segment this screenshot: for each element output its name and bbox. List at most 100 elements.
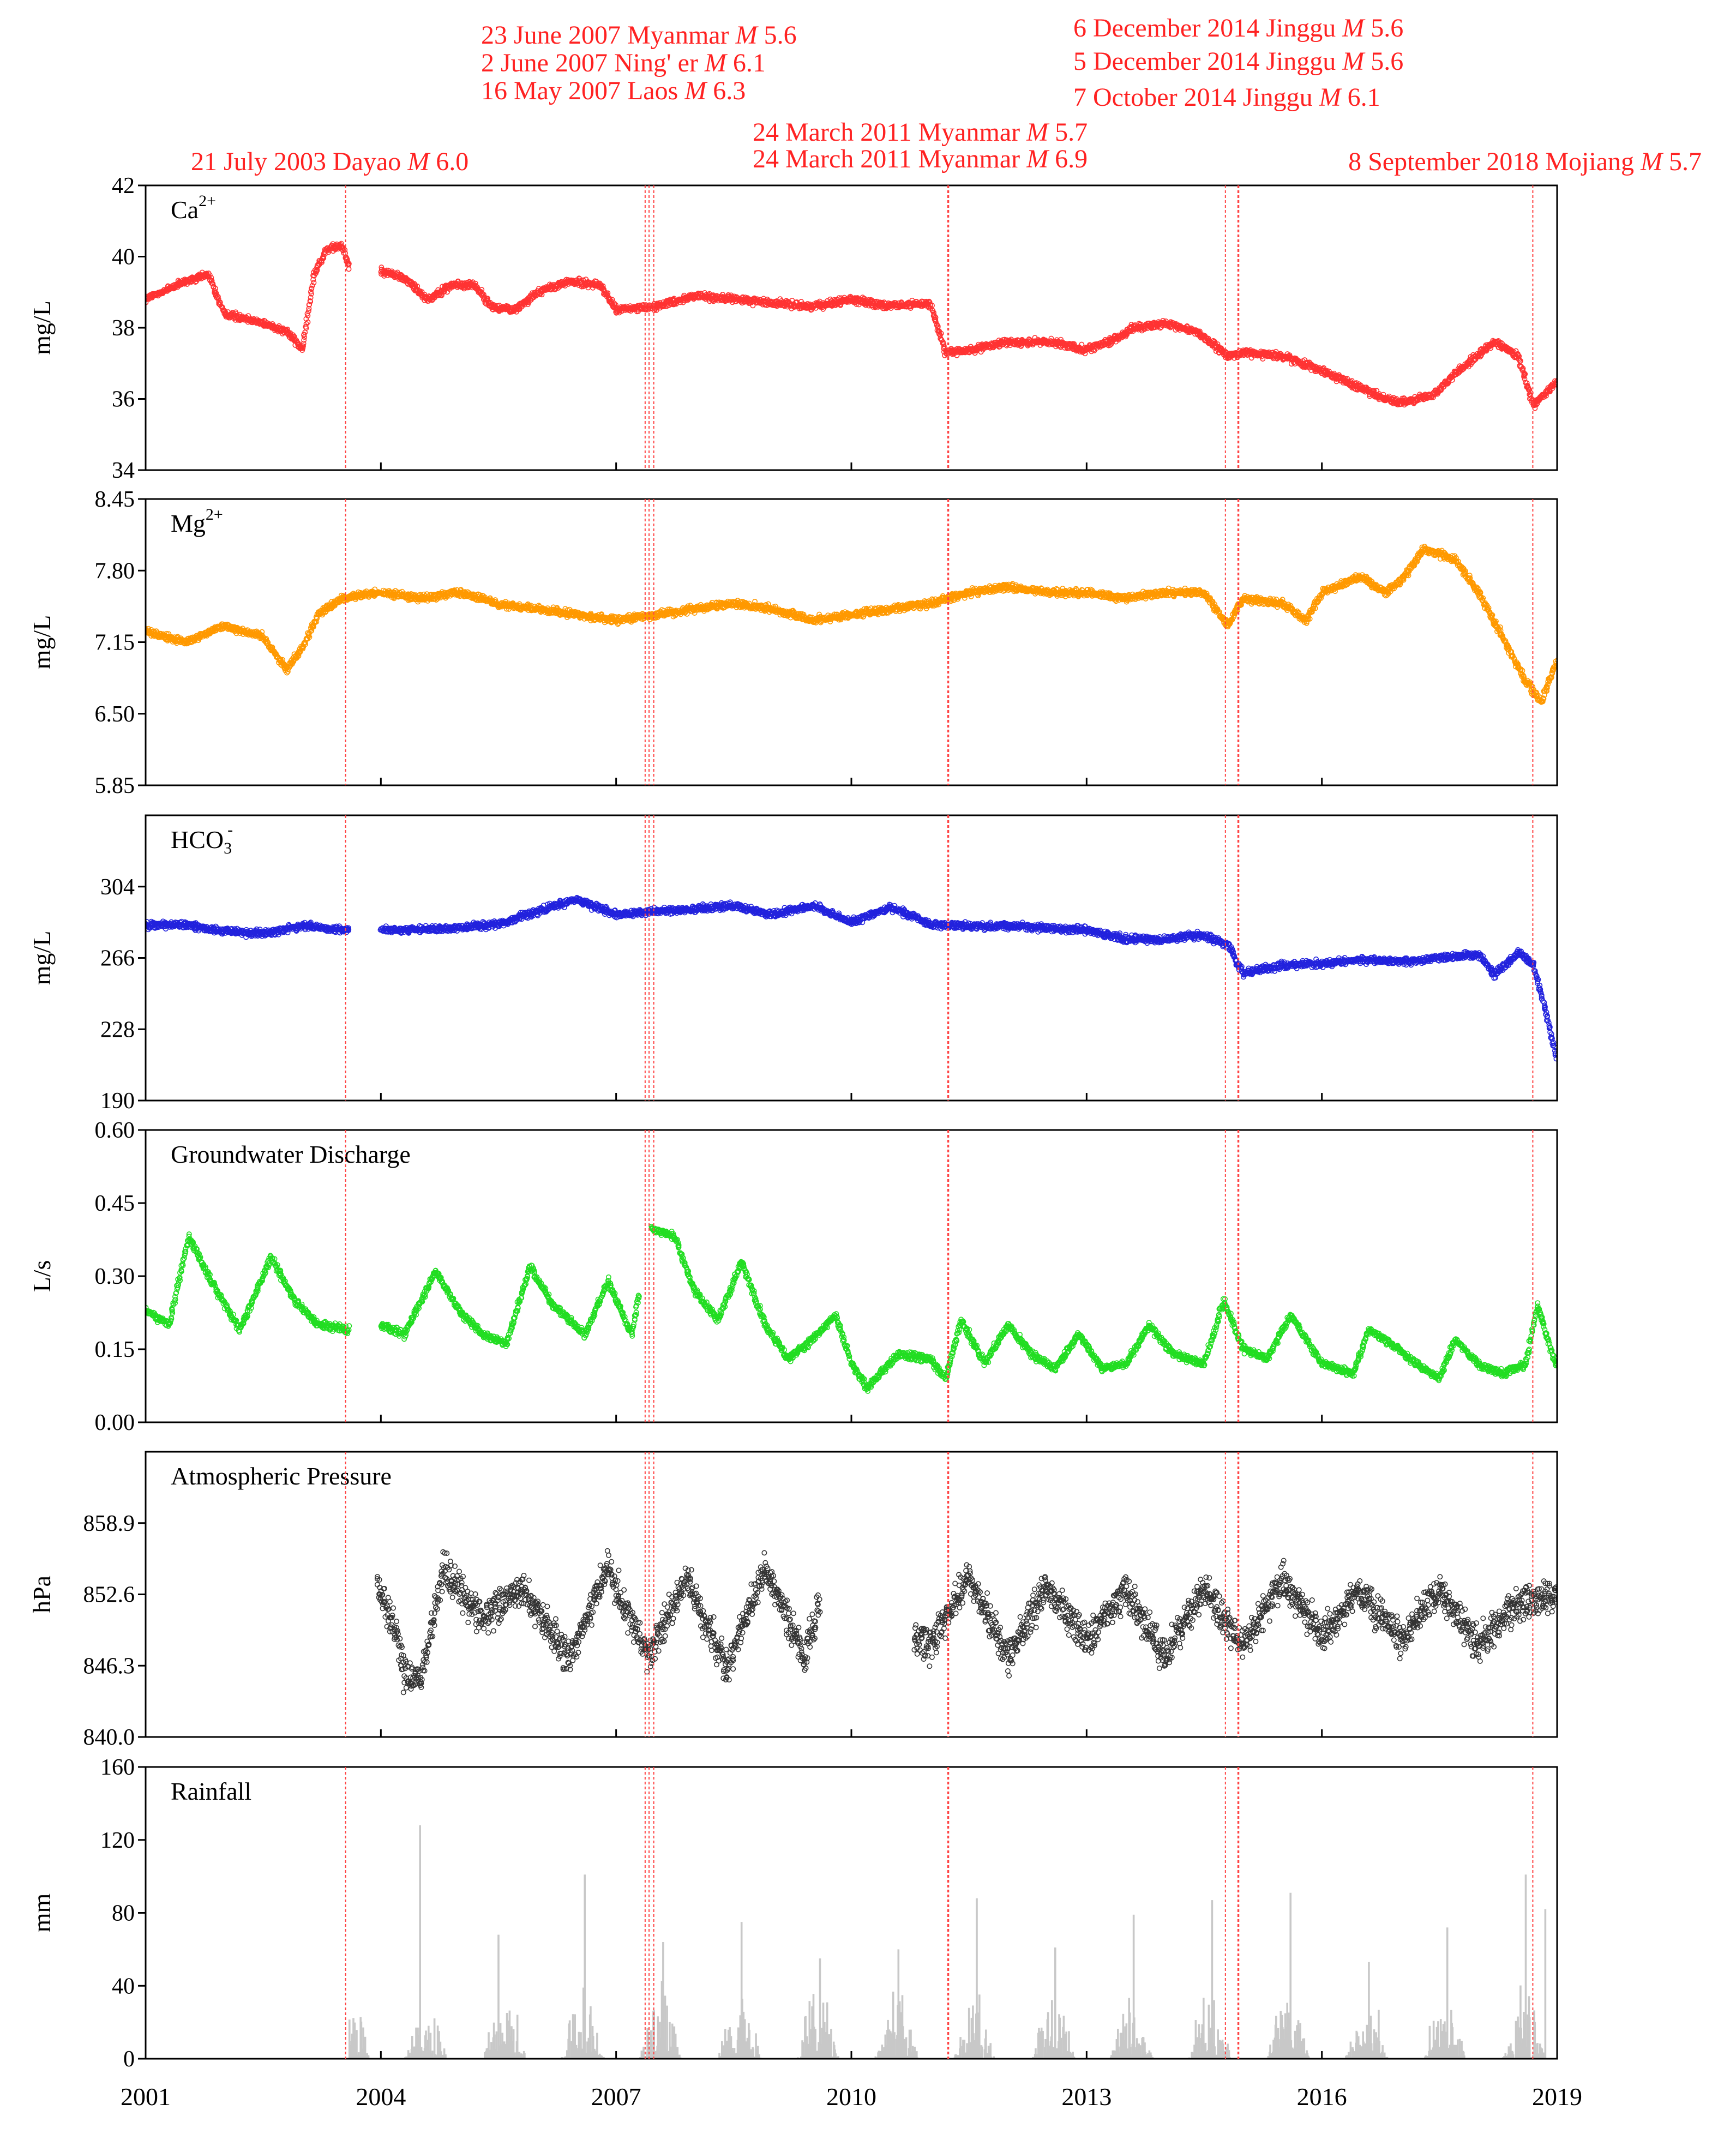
data-point	[1344, 376, 1350, 382]
data-point	[470, 279, 476, 285]
earthquake-label: 6 December 2014 Jinggu M 5.6	[1073, 14, 1403, 43]
data-point	[600, 283, 606, 289]
earthquake-label-magnitude-value: 6.9	[1048, 145, 1088, 173]
data-point	[479, 290, 485, 296]
y-tick-label: 34	[112, 458, 135, 483]
earthquake-label: 24 March 2011 Myanmar M 6.9	[753, 145, 1088, 173]
panel-title-text: Ca	[171, 196, 199, 224]
data-point	[1079, 341, 1085, 347]
data-point	[926, 298, 932, 304]
panel-marks-mg	[146, 543, 1557, 705]
earthquake-label-text: 24 March 2011 Myanmar	[753, 145, 1026, 173]
data-point	[1554, 377, 1557, 383]
earthquake-label-magnitude-value: 6.3	[706, 76, 746, 105]
earthquake-label-text: 21 July 2003 Dayao	[191, 147, 407, 176]
data-point	[605, 290, 611, 296]
data-point	[941, 343, 947, 349]
data-point	[308, 294, 314, 300]
data-point	[1478, 352, 1484, 358]
data-point	[1528, 393, 1534, 399]
earthquake-label-magnitude-value: 6.1	[726, 49, 766, 77]
y-tick-label: 40	[112, 245, 135, 270]
data-point	[308, 288, 314, 294]
data-point	[1552, 378, 1557, 384]
data-point	[303, 324, 309, 330]
earthquake-label: 23 June 2007 Myanmar M 5.6	[481, 21, 797, 50]
data-point	[539, 292, 545, 298]
earthquake-label-text: 5 December 2014 Jinggu	[1073, 47, 1342, 76]
earthquake-label-magnitude-symbol: M	[1640, 147, 1664, 176]
data-point	[264, 639, 270, 645]
data-point	[938, 330, 944, 336]
panel-frame	[145, 184, 1558, 471]
earthquake-label-magnitude-value: 6.1	[1341, 83, 1380, 112]
data-point	[305, 308, 311, 314]
data-point	[433, 597, 439, 603]
earthquake-label-magnitude-symbol: M	[1342, 14, 1366, 43]
chart-panels: 3436384042mg/LCa2+5.856.507.157.808.45mg…	[28, 173, 1558, 2072]
earthquake-label-magnitude-value: 5.6	[758, 21, 797, 50]
panel-marks-ca	[146, 241, 1557, 411]
data-point	[684, 611, 690, 617]
earthquake-annotations: 21 July 2003 Dayao M 6.016 May 2007 Laos…	[191, 14, 1702, 176]
earthquake-label-text: 2 June 2007 Ning' er	[481, 49, 705, 77]
data-point	[303, 321, 309, 327]
earthquake-label-text: 6 December 2014 Jinggu	[1073, 14, 1342, 43]
earthquake-label: 2 June 2007 Ning' er M 6.1	[481, 49, 766, 77]
data-point	[307, 634, 313, 640]
data-point	[1260, 356, 1266, 362]
data-point	[545, 286, 551, 292]
data-point	[301, 340, 307, 346]
data-point	[346, 261, 352, 267]
earthquake-label: 8 September 2018 Mojiang M 5.7	[1348, 147, 1702, 176]
data-point	[306, 302, 312, 308]
data-point	[304, 311, 310, 317]
data-point	[1553, 380, 1557, 386]
data-point	[1215, 341, 1221, 347]
earthquake-label: 21 July 2003 Dayao M 6.0	[191, 147, 468, 176]
earthquake-label-magnitude-value: 5.6	[1364, 14, 1403, 43]
data-point	[217, 299, 223, 305]
data-point	[758, 297, 764, 303]
data-point	[342, 247, 348, 253]
data-point	[311, 280, 317, 286]
earthquake-label: 7 October 2014 Jinggu M 6.1	[1073, 83, 1380, 112]
data-point	[308, 291, 314, 297]
y-tick-label: 42	[112, 173, 135, 199]
earthquake-label-magnitude-value: 6.0	[429, 147, 468, 176]
data-point	[1518, 364, 1524, 370]
data-point	[938, 335, 944, 341]
data-point	[215, 294, 221, 300]
data-point	[308, 298, 314, 304]
data-point	[301, 337, 307, 343]
data-point	[472, 592, 478, 598]
panel-title-superscript: 2+	[199, 192, 216, 210]
data-point	[305, 319, 311, 325]
data-point	[284, 670, 290, 676]
data-point	[346, 266, 352, 272]
earthquake-label-text: 23 June 2007 Myanmar	[481, 21, 736, 50]
data-point	[1449, 377, 1455, 383]
earthquake-label-magnitude-symbol: M	[684, 76, 708, 105]
earthquake-label-magnitude-symbol: M	[704, 49, 728, 77]
data-point	[613, 302, 619, 308]
data-point	[929, 307, 935, 313]
earthquake-label-magnitude-symbol: M	[1342, 47, 1366, 76]
data-point	[1107, 342, 1113, 348]
data-point	[306, 305, 312, 311]
data-point	[259, 629, 265, 635]
data-point	[1371, 388, 1377, 394]
earthquake-label-magnitude-value: 5.7	[1662, 147, 1702, 176]
data-point	[933, 318, 939, 324]
earthquake-label-text: 24 March 2011 Myanmar	[753, 118, 1026, 147]
earthquake-label-magnitude-symbol: M	[1026, 145, 1050, 173]
earthquake-label-magnitude-value: 5.7	[1048, 118, 1088, 147]
data-point	[314, 615, 320, 621]
data-point	[1304, 359, 1310, 365]
data-point	[1473, 356, 1479, 362]
data-point	[1522, 376, 1528, 382]
data-point	[537, 290, 543, 296]
